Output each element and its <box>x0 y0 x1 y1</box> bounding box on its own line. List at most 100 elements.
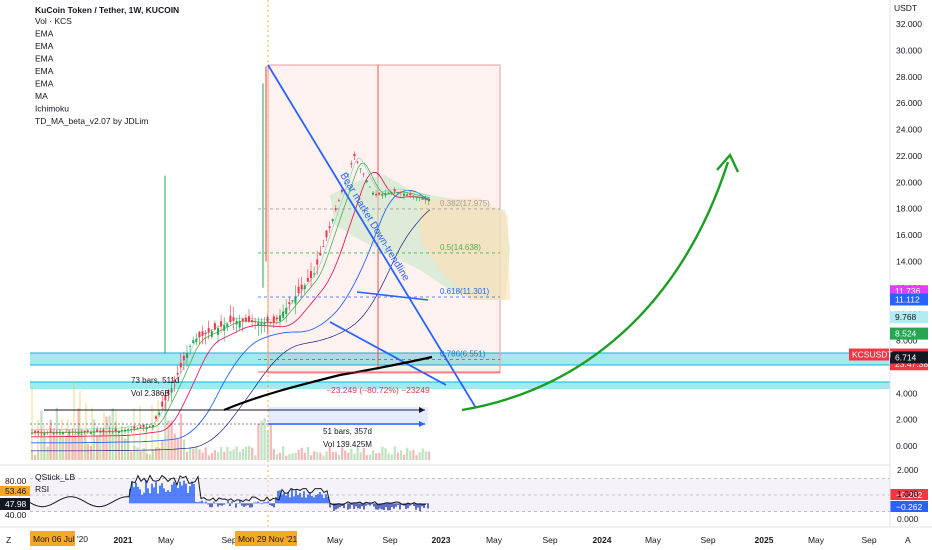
volume-bar <box>418 452 421 460</box>
wedge-lower-line <box>329 321 447 386</box>
candle-body <box>99 430 102 432</box>
price-axis[interactable]: USDT 32.000 30.000 28.000 26.000 24.000 22.000… <box>849 0 928 527</box>
candle-body <box>195 338 198 343</box>
volume-bar <box>294 452 297 460</box>
volume-bar <box>182 439 186 460</box>
lower-axis-tick: 0.000 <box>897 514 919 524</box>
candle-body <box>142 425 145 428</box>
time-axis-label: Sep <box>700 535 715 545</box>
volume-bar <box>52 428 55 460</box>
time-axis-label: 2021 <box>114 535 133 545</box>
candle-body <box>201 331 204 336</box>
candle-body <box>83 430 86 432</box>
symbol-tag: KCSUSDT <box>852 350 893 360</box>
candle-body <box>223 325 226 331</box>
time-axis-label: 2025 <box>755 535 774 545</box>
price-axis-tick: 26.000 <box>896 98 922 108</box>
volume-bar <box>121 421 123 460</box>
candle-body <box>294 296 297 304</box>
candle-body <box>117 430 120 434</box>
volume-bar <box>260 420 263 460</box>
volume-bar <box>427 451 430 460</box>
volume-bar <box>109 430 111 460</box>
candle-body <box>173 380 176 382</box>
bear-trendline <box>267 64 477 409</box>
volume-bar <box>179 413 182 460</box>
time-axis-label: Sep <box>221 535 236 545</box>
volume-bar <box>368 454 372 460</box>
cloud-area <box>420 198 510 300</box>
candle-body <box>186 353 188 358</box>
support-band-lower <box>30 382 890 389</box>
time-axis-label: Sep <box>382 535 397 545</box>
volume-bar <box>375 453 378 460</box>
volume-bar <box>409 450 412 460</box>
volume-bar <box>241 448 244 460</box>
volume-bar <box>220 446 223 460</box>
volume-bar <box>96 435 99 460</box>
volume-bar <box>396 452 399 460</box>
volume-bar <box>223 451 226 460</box>
volume-bar <box>117 435 120 460</box>
candle-body <box>68 432 71 434</box>
volume-bar <box>93 419 96 460</box>
candle-body <box>390 192 393 193</box>
time-axis-label: May <box>158 535 175 545</box>
volume-bar <box>164 403 167 460</box>
price-tag-bg <box>890 327 928 340</box>
candle-body <box>427 199 430 202</box>
candle-body <box>403 193 405 196</box>
candle-body <box>127 429 130 431</box>
time-highlight-start: Mon 06 Jul '20 <box>33 534 88 544</box>
volume-bar <box>192 448 195 460</box>
volume-bar <box>344 450 347 460</box>
price-axis-tick: 2.000 <box>896 415 918 425</box>
volume-bar <box>306 447 310 460</box>
left-info-bars: 73 bars, 511d <box>131 376 179 385</box>
volume-bar <box>269 423 272 460</box>
candle-body <box>74 432 77 433</box>
legend-indicator: EMA <box>35 29 54 39</box>
volume-bar <box>145 453 148 460</box>
volume-bar <box>399 450 403 460</box>
volume-bar <box>390 454 393 460</box>
volume-bar <box>86 443 89 460</box>
range-vol-label: Vol 139.425M <box>323 440 372 449</box>
volume-bar <box>85 403 87 460</box>
candle-body <box>77 432 80 434</box>
volume-bar <box>34 454 37 460</box>
lower-legend-rsi: RSI <box>35 484 49 494</box>
candle-body <box>344 182 347 184</box>
legend-indicator: EMA <box>35 41 54 51</box>
symbol-tag-bg <box>849 348 889 361</box>
candle-body <box>251 320 254 322</box>
volume-bar <box>235 446 238 460</box>
candle-body <box>365 180 368 183</box>
candle-body <box>124 429 126 432</box>
volume-bar <box>210 452 213 460</box>
candle-body <box>381 193 384 196</box>
legend-indicator: Vol · KCS <box>35 16 72 26</box>
volume-bar <box>37 451 40 460</box>
candle-body <box>207 328 210 333</box>
lower-axis-tick: 2.000 <box>897 465 919 475</box>
volume-bar <box>319 452 322 460</box>
volume-bar <box>120 432 124 460</box>
volume-bar <box>279 452 282 460</box>
price-candles <box>31 66 430 438</box>
candle-body <box>164 394 167 401</box>
range-arrow-head <box>419 407 425 413</box>
candle-body <box>89 431 92 434</box>
trend-drawings <box>30 64 740 427</box>
candle-body <box>421 197 424 200</box>
volume-bar <box>244 446 248 460</box>
candle-body <box>161 401 164 407</box>
time-axis-label: May <box>808 535 825 545</box>
candle-body <box>46 432 49 434</box>
candle-body <box>337 200 340 202</box>
volume-bar <box>207 455 210 460</box>
volume-bar <box>89 445 93 460</box>
candle-body <box>49 431 52 433</box>
time-axis[interactable]: 2021 May Sep May Sep 2023 May Sep 2024 May Sep 2025… <box>6 531 911 546</box>
price-tag-bg <box>890 351 928 364</box>
